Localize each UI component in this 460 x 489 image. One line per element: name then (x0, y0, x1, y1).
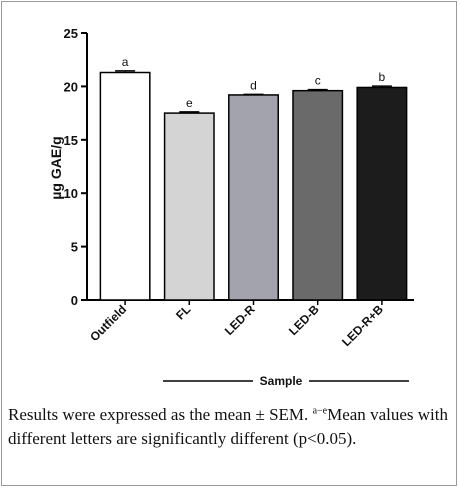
bars: a e d c b (99, 55, 408, 301)
x-tick-label: LED-R (222, 302, 258, 338)
x-tick-label: FL (173, 302, 193, 322)
significance-letter: b (379, 70, 386, 84)
y-axis-label: µg GAE/g (48, 136, 64, 199)
x-axis-label: Sample (260, 374, 303, 388)
bar (228, 94, 279, 301)
significance-letter: a (122, 55, 129, 69)
y-tick-label: 10 (64, 186, 78, 201)
significance-letter: d (250, 78, 257, 92)
y-tick-label: 20 (64, 79, 78, 94)
x-tick-label: LED-R+B (339, 302, 386, 349)
significance-letter: e (186, 96, 193, 110)
bar (163, 112, 215, 301)
bar (292, 89, 344, 301)
caption-superscript: a−e (312, 405, 328, 417)
y-ticks: 0 5 10 15 20 25 (64, 26, 87, 308)
bar (99, 71, 151, 301)
x-tick-label: Outfield (87, 302, 129, 344)
y-tick-label: 5 (71, 240, 78, 255)
significance-letter: c (315, 74, 321, 88)
caption-text-end: Mean values with different letters are s… (8, 405, 448, 448)
x-tick-label: LED-B (286, 302, 322, 338)
figure-caption: Results were expressed as the mean ± SEM… (8, 403, 448, 451)
y-tick-label: 15 (64, 133, 78, 148)
bar-chart: µg GAE/g 0 5 10 15 20 25 a e d c b Outfield FL LED-… (48, 26, 414, 388)
y-tick-label: 0 (71, 293, 78, 308)
y-tick-label: 25 (64, 26, 78, 41)
caption-text-start: Results were expressed as the mean ± SEM… (8, 405, 313, 424)
bar (356, 86, 408, 301)
x-tick-labels: Outfield FL LED-R LED-B LED-R+B (87, 300, 386, 349)
